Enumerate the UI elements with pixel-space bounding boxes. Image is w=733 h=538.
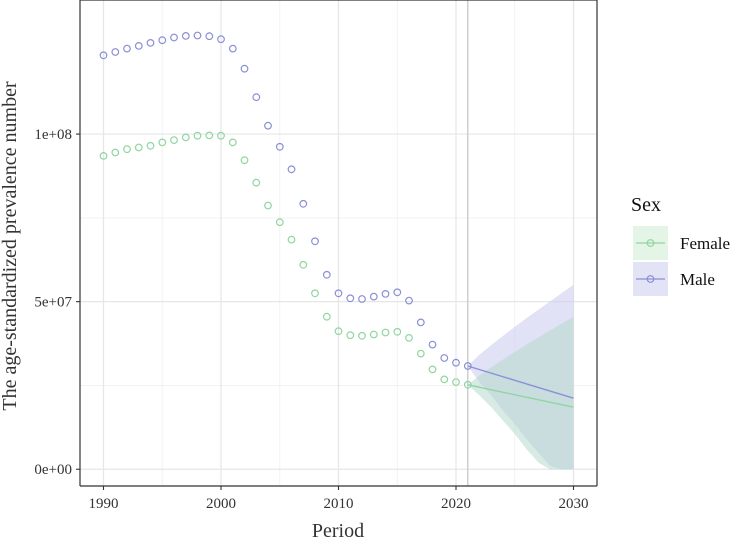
data-point-female — [146, 141, 155, 150]
data-point-male — [264, 121, 272, 130]
axes: 1990 2000 2010 2020 2030 0e+00 5e+07 1e+08 — [34, 0, 598, 512]
x-tick-label: 2000 — [206, 496, 236, 512]
data-point-male — [217, 35, 225, 44]
data-point-female — [311, 289, 319, 298]
data-point-male — [369, 292, 378, 301]
legend: Sex Female Male — [631, 194, 730, 296]
data-point-female — [358, 331, 366, 340]
data-point-female — [463, 380, 472, 389]
x-tick-label: 1990 — [89, 496, 119, 512]
data-point-male — [275, 142, 284, 151]
data-point-male — [440, 354, 449, 362]
data-point-male — [146, 39, 155, 47]
legend-title: Sex — [631, 194, 661, 216]
data-point-female — [123, 145, 131, 154]
data-point-female — [275, 218, 284, 227]
y-tick-label: 5e+07 — [34, 295, 72, 311]
data-point-female — [252, 178, 261, 187]
data-point-male — [299, 199, 308, 208]
y-axis-title: The age-standardized prevalence number — [0, 81, 21, 411]
data-point-female — [381, 328, 390, 337]
data-point-male — [287, 165, 296, 174]
forecast-line-male — [467, 365, 574, 399]
data-point-female — [452, 378, 460, 387]
data-point-male — [228, 44, 237, 53]
data-points — [99, 31, 472, 389]
data-point-male — [358, 295, 366, 303]
data-point-female — [170, 136, 178, 145]
forecast-band-female — [467, 316, 574, 470]
data-point-female — [416, 349, 425, 358]
data-point-male — [123, 44, 131, 53]
legend-item-female: Female — [633, 226, 730, 260]
data-point-male — [134, 42, 143, 50]
data-point-female — [393, 327, 402, 336]
forecast-line-female — [467, 384, 574, 408]
data-point-female — [158, 138, 167, 147]
data-point-male — [346, 294, 355, 303]
data-point-female — [405, 334, 413, 342]
data-point-female — [193, 131, 202, 140]
data-point-male — [428, 340, 437, 349]
data-point-male — [240, 64, 249, 73]
data-point-female — [111, 148, 120, 157]
x-tick-label: 2020 — [441, 496, 471, 512]
legend-label-female: Female — [680, 234, 730, 253]
data-point-male — [252, 93, 261, 102]
data-point-female — [181, 133, 190, 142]
forecast-lines — [467, 365, 574, 408]
data-point-female — [228, 138, 237, 147]
data-point-male — [322, 270, 331, 279]
data-point-female — [334, 327, 343, 336]
data-point-male — [170, 33, 178, 42]
y-tick-label: 0e+00 — [34, 462, 72, 478]
data-point-female — [134, 143, 143, 152]
data-point-female — [346, 331, 355, 340]
data-point-female — [428, 365, 437, 374]
data-point-male — [463, 362, 472, 370]
data-point-male — [381, 290, 390, 298]
x-tick-label: 2010 — [324, 496, 354, 512]
grid — [80, 0, 597, 486]
data-point-male — [416, 318, 425, 327]
data-point-female — [217, 131, 225, 140]
x-axis-title: Period — [312, 520, 364, 538]
data-point-female — [299, 260, 308, 269]
data-point-male — [452, 358, 460, 367]
data-point-male — [99, 51, 108, 60]
data-point-male — [334, 289, 343, 298]
data-point-female — [369, 330, 378, 339]
legend-item-male: Male — [633, 262, 715, 296]
data-point-female — [99, 151, 108, 160]
data-point-male — [111, 48, 120, 56]
data-point-female — [264, 201, 272, 210]
data-point-male — [205, 32, 214, 41]
data-point-female — [322, 312, 331, 321]
data-point-male — [311, 237, 319, 246]
legend-key-female-point — [646, 239, 655, 247]
data-point-male — [393, 288, 402, 297]
data-point-male — [405, 296, 413, 305]
data-point-male — [181, 32, 190, 40]
data-point-female — [287, 235, 296, 244]
data-point-female — [205, 131, 214, 140]
data-point-male — [158, 36, 167, 45]
data-point-male — [193, 31, 202, 40]
legend-label-male: Male — [680, 270, 715, 289]
data-point-female — [240, 156, 249, 165]
data-point-female — [440, 375, 449, 384]
y-tick-label: 1e+08 — [34, 127, 72, 143]
forecast-bands — [467, 284, 574, 470]
x-tick-label: 2030 — [559, 496, 589, 512]
legend-key-male-point — [646, 275, 655, 283]
